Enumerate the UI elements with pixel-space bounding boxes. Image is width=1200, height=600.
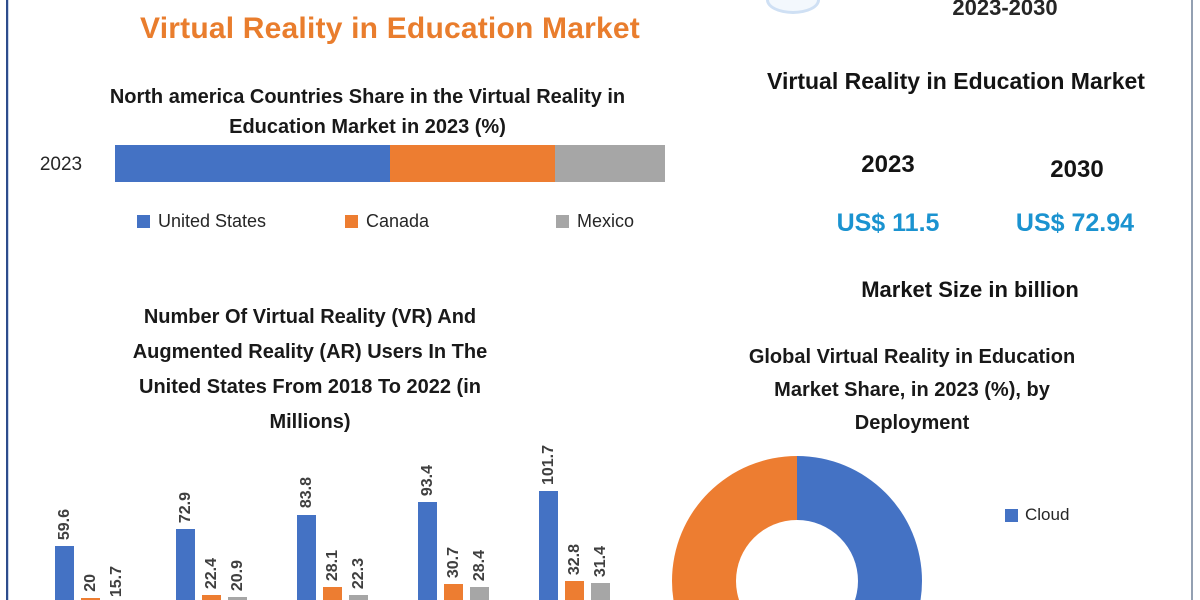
stacked-segment-mexico [555, 145, 665, 182]
bar-value-label: 28.1 [324, 550, 341, 582]
legend-item-mexico: Mexico [556, 211, 634, 232]
stacked-segment-united-states [115, 145, 390, 182]
market-heading: Virtual Reality in Education Market [767, 68, 1145, 94]
donut-legend-item-cloud: Cloud [1005, 505, 1069, 525]
bar-value-label: 31.4 [592, 545, 609, 577]
bar-value-label: 101.7 [540, 445, 557, 486]
stacked-chart-title: North america Countries Share in the Vir… [109, 86, 626, 138]
bar [470, 586, 489, 600]
bar [55, 546, 74, 600]
bar-value-label: 20.9 [229, 559, 246, 591]
stacked-bar [115, 145, 665, 182]
year-2023-label: 2023 [861, 151, 915, 178]
market-size-2030: US$ 72.94 [1015, 209, 1135, 237]
bar [202, 594, 221, 600]
bar [228, 596, 247, 600]
bar-value-label: 30.7 [445, 546, 462, 578]
bar-value-label: 83.8 [298, 477, 315, 509]
stacked-chart-category-label: 2023 [39, 154, 83, 175]
page-title: Virtual Reality in Education Market [140, 12, 640, 45]
bar [176, 528, 195, 600]
bar-value-label: 15.7 [108, 566, 125, 598]
legend-label: United States [158, 211, 267, 231]
bar [539, 491, 558, 600]
bar [349, 594, 368, 600]
legend-item-canada: Canada [345, 211, 429, 232]
bar-value-label: 32.8 [566, 544, 583, 576]
right-border-line [1191, 0, 1193, 600]
bar [444, 583, 463, 600]
bar [323, 587, 342, 600]
legend-label: Canada [366, 211, 430, 231]
year-2030-label: 2030 [1050, 156, 1104, 183]
bar-value-label: 93.4 [419, 464, 436, 497]
market-size-2023: US$ 11.5 [836, 209, 940, 237]
legend-item-united-states: United States [137, 211, 266, 232]
bar-value-label: 28.4 [471, 549, 488, 581]
bar-value-label: 22.3 [350, 557, 367, 589]
bar [418, 502, 437, 600]
forecast-period: 2023-2030 [952, 0, 1058, 20]
legend-swatch-icon [556, 215, 569, 228]
stacked-segment-canada [390, 145, 555, 182]
bar [81, 597, 100, 600]
bar-value-label: 59.6 [56, 509, 73, 541]
legend-label: Mexico [577, 211, 635, 231]
bar [565, 581, 584, 600]
bar [297, 514, 316, 600]
bar-value-label: 72.9 [177, 491, 194, 523]
market-size-caption: Market Size in billion [861, 277, 1079, 302]
left-border-line [6, 0, 8, 600]
cloud-legend-label: Cloud [1025, 505, 1070, 524]
bar [591, 582, 610, 600]
legend-swatch-icon [137, 215, 150, 228]
legend-swatch-icon [345, 215, 358, 228]
cloud-legend-swatch-icon [1005, 508, 1018, 522]
bar-value-label: 20 [82, 574, 99, 592]
donut-chart-title: Global Virtual Reality in Education Mark… [748, 346, 1076, 434]
users-chart-title: Number Of Virtual Reality (VR) And Augme… [132, 306, 488, 433]
bar-value-label: 22.4 [203, 557, 220, 589]
